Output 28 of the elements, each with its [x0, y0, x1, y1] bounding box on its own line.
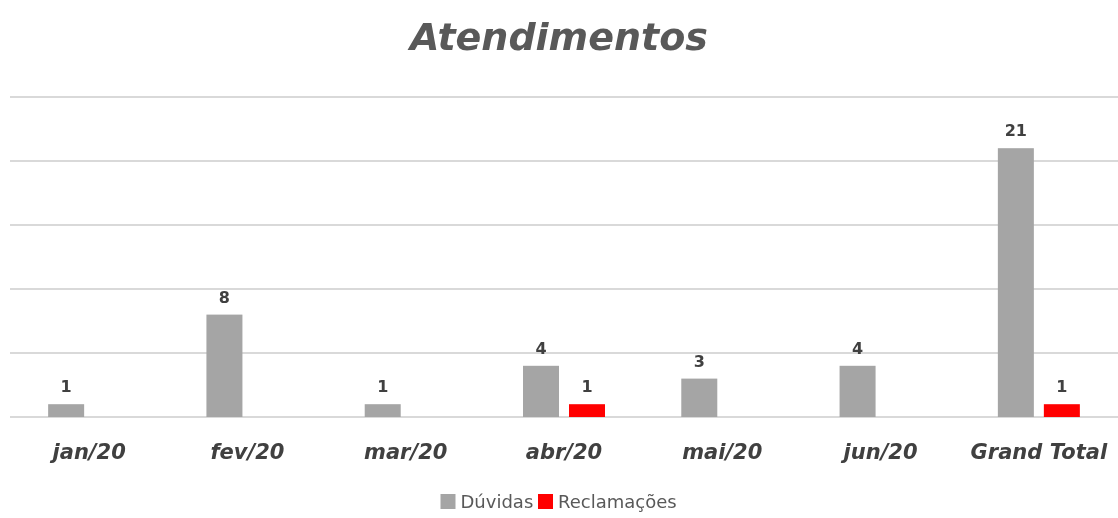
bar	[364, 404, 401, 417]
data-label: 3	[693, 351, 705, 371]
bar	[48, 404, 85, 417]
data-label: 4	[852, 338, 864, 358]
x-tick-label: Grand Total	[970, 440, 1108, 464]
bar	[681, 378, 718, 417]
bar	[523, 365, 559, 417]
bar	[997, 148, 1034, 417]
data-label: 21	[1004, 121, 1027, 141]
data-label: 1	[377, 377, 389, 397]
x-tick-label: mai/20	[682, 440, 763, 464]
legend-label: Reclamações	[558, 491, 677, 512]
x-tick-label: mar/20	[364, 440, 448, 464]
bar	[206, 314, 243, 417]
data-label: 1	[60, 377, 72, 397]
x-tick-label: jan/20	[49, 440, 126, 464]
data-label: 1	[1056, 377, 1068, 397]
data-label: 8	[218, 287, 230, 307]
x-tick-label: fev/20	[210, 440, 285, 464]
x-tick-label: jun/20	[840, 440, 918, 464]
data-label: 1	[581, 377, 593, 397]
legend-label: Dúvidas	[460, 491, 534, 512]
bar	[1043, 404, 1080, 417]
chart-title: Atendimentos	[407, 15, 708, 59]
x-tick-label: abr/20	[525, 440, 603, 464]
bar	[569, 404, 605, 417]
data-label: 4	[535, 338, 547, 358]
bar	[839, 365, 876, 417]
